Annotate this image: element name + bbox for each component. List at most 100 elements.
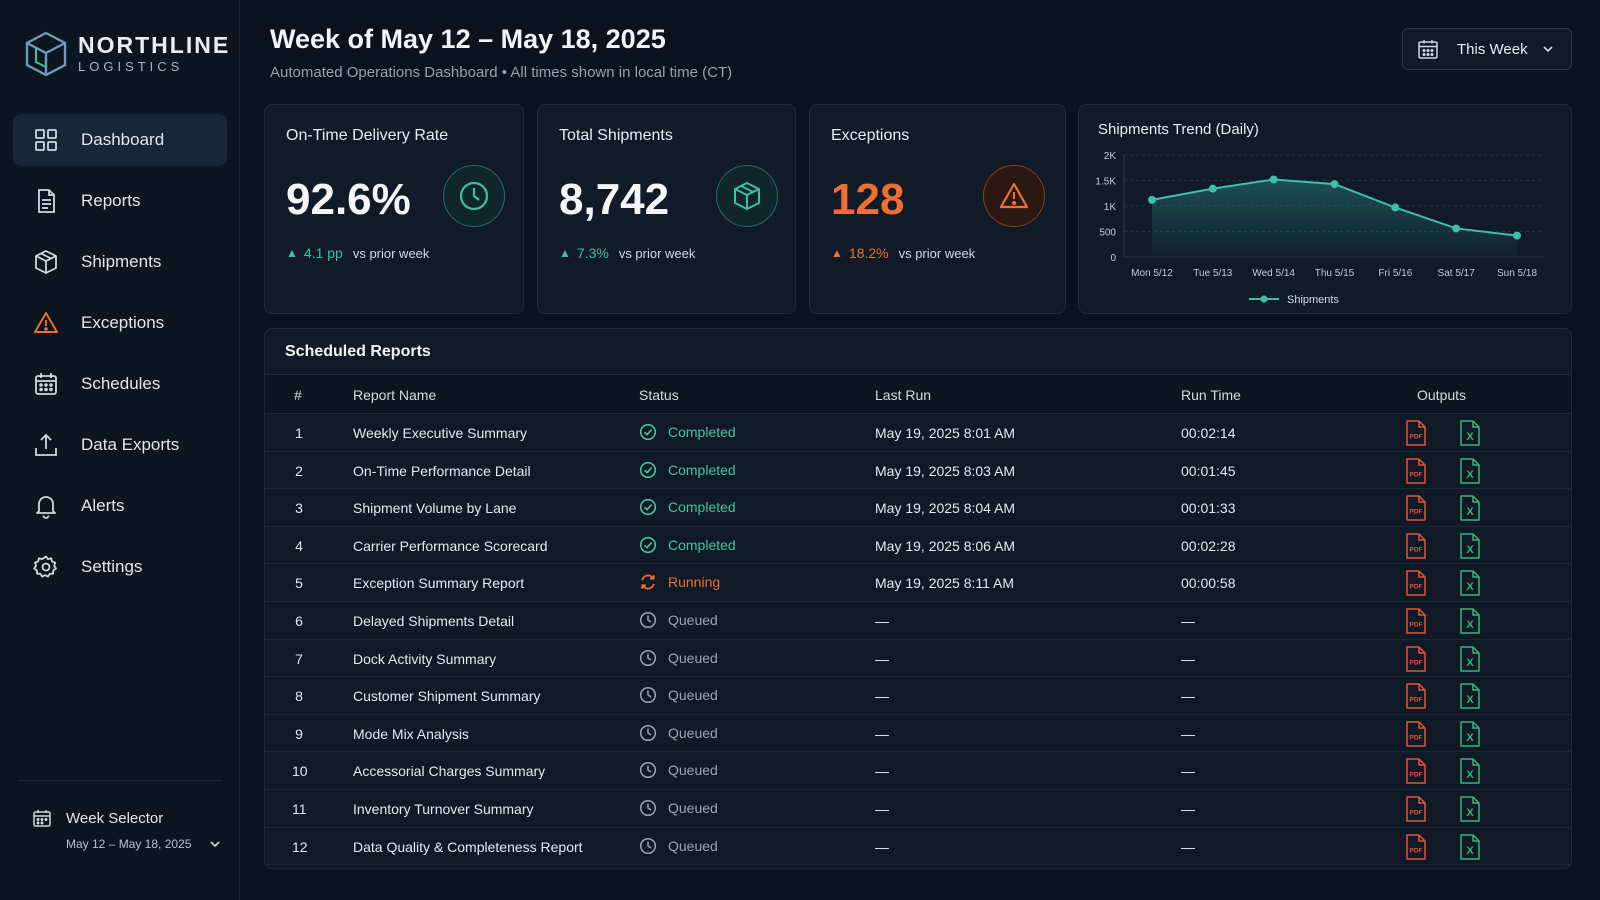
pdf-file-icon[interactable]: PDF	[1405, 420, 1427, 446]
outputs: PDF X	[1405, 645, 1481, 672]
pdf-file-icon[interactable]: PDF	[1405, 796, 1427, 822]
table-row[interactable]: 5 Exception Summary Report Running May 19, …	[265, 564, 1571, 602]
status-badge: Queued	[639, 686, 718, 704]
excel-file-icon[interactable]: X	[1459, 570, 1481, 597]
chevron-down-icon[interactable]	[209, 838, 221, 850]
sidebar-item-alerts[interactable]: Alerts	[13, 480, 227, 532]
report-name[interactable]: Carrier Performance Scorecard	[353, 537, 548, 554]
outputs: PDF X	[1405, 721, 1481, 747]
excel-file-icon[interactable]: X	[1459, 457, 1481, 484]
svg-text:PDF: PDF	[1410, 584, 1423, 591]
excel-file-icon[interactable]: X	[1459, 533, 1481, 559]
excel-file-icon[interactable]: X	[1459, 608, 1481, 634]
brand-logo[interactable]: NORTHLINE LOGISTICS	[24, 30, 230, 78]
status-badge: Completed	[639, 461, 736, 479]
kpi-icon	[716, 165, 778, 227]
excel-file-icon[interactable]: X	[1459, 758, 1481, 785]
excel-file-icon[interactable]: X	[1459, 420, 1481, 446]
table-row[interactable]: 3 Shipment Volume by Lane Completed May 19,…	[265, 489, 1571, 527]
run-time: 00:00:58	[1181, 575, 1236, 592]
table-row[interactable]: 10 Accessorial Charges Summary Queued — — PDF…	[265, 752, 1571, 790]
sidebar-item-exceptions[interactable]: Exceptions	[13, 297, 227, 349]
kpi-title: Total Shipments	[559, 127, 673, 144]
table-row[interactable]: 4 Carrier Performance Scorecard Completed M…	[265, 527, 1571, 565]
sidebar-nav: Dashboard Reports Shipments Exceptions	[13, 114, 227, 602]
table-row[interactable]: 8 Customer Shipment Summary Queued — — PDF X	[265, 677, 1571, 715]
trend-up-icon: ▲	[831, 246, 843, 260]
column-header-status[interactable]: Status	[639, 387, 679, 403]
sidebar-item-shipments[interactable]: Shipments	[13, 236, 227, 288]
outputs: PDF X	[1405, 533, 1481, 559]
run-time: —	[1181, 688, 1195, 705]
kpi-delta-value: 4.1 pp	[303, 245, 343, 261]
sidebar-item-label: Data Exports	[81, 435, 180, 454]
pdf-file-icon[interactable]: PDF	[1405, 758, 1427, 785]
svg-text:X: X	[1466, 657, 1474, 669]
data-point	[1330, 180, 1339, 189]
report-name[interactable]: Exception Summary Report	[353, 575, 525, 592]
pdf-file-icon[interactable]: PDF	[1405, 495, 1427, 521]
column-header-num[interactable]: #	[294, 387, 302, 403]
kpi-delta-value: 7.3%	[576, 245, 609, 261]
report-name[interactable]: On-Time Performance Detail	[353, 462, 531, 479]
report-name[interactable]: Mode Mix Analysis	[353, 725, 469, 742]
report-name[interactable]: Customer Shipment Summary	[353, 688, 541, 705]
excel-file-icon[interactable]: X	[1459, 645, 1481, 672]
pdf-file-icon[interactable]: PDF	[1405, 683, 1427, 709]
kpi-card-total-shipments: Total Shipments 8,742 ▲ 7.3% vs prior we…	[537, 104, 796, 314]
this-week-label: This Week	[1457, 40, 1528, 58]
table-row[interactable]: 12 Data Quality & Completeness Report Queu…	[265, 828, 1571, 866]
this-week-dropdown[interactable]: This Week	[1402, 28, 1572, 70]
gear-icon	[33, 555, 57, 578]
table-row[interactable]: 11 Inventory Turnover Summary Queued — — PDF X	[265, 790, 1571, 828]
report-name[interactable]: Inventory Turnover Summary	[353, 800, 534, 817]
sidebar-item-reports[interactable]: Reports	[13, 175, 227, 227]
pdf-file-icon[interactable]: PDF	[1405, 608, 1427, 634]
last-run: —	[875, 838, 889, 855]
excel-file-icon[interactable]: X	[1459, 721, 1481, 747]
pdf-file-icon[interactable]: PDF	[1405, 533, 1427, 559]
excel-file-icon[interactable]: X	[1459, 796, 1481, 822]
sidebar-item-data-exports[interactable]: Data Exports	[13, 419, 227, 471]
column-header-run-time[interactable]: Run Time	[1181, 387, 1241, 403]
pdf-file-icon[interactable]: PDF	[1405, 457, 1427, 484]
report-name[interactable]: Dock Activity Summary	[353, 650, 497, 667]
report-name[interactable]: Delayed Shipments Detail	[353, 612, 515, 629]
sidebar-item-schedules[interactable]: Schedules	[13, 358, 227, 410]
status-badge: Queued	[639, 799, 718, 817]
table-row[interactable]: 1 Weekly Executive Summary Completed May 19…	[265, 414, 1571, 452]
report-name[interactable]: Data Quality & Completeness Report	[353, 838, 583, 855]
status-label: Completed	[668, 536, 736, 553]
pdf-file-icon[interactable]: PDF	[1405, 721, 1427, 747]
column-header-report-name[interactable]: Report Name	[353, 387, 437, 403]
run-time: 00:02:28	[1181, 537, 1236, 554]
excel-file-icon[interactable]: X	[1459, 683, 1481, 709]
sidebar-item-label: Schedules	[81, 374, 161, 393]
status-label: Queued	[668, 724, 718, 741]
table-row[interactable]: 2 On-Time Performance Detail Completed May …	[265, 452, 1571, 490]
pdf-file-icon[interactable]: PDF	[1405, 570, 1427, 597]
status-badge: Completed	[639, 423, 736, 441]
outputs: PDF X	[1405, 570, 1481, 597]
report-name[interactable]: Shipment Volume by Lane	[353, 500, 517, 517]
logo-cube-icon	[25, 31, 67, 77]
last-run: —	[875, 725, 889, 742]
pdf-file-icon[interactable]: PDF	[1405, 833, 1427, 860]
x-tick-label: Mon 5/12	[1131, 268, 1173, 279]
pdf-file-icon[interactable]: PDF	[1405, 645, 1427, 672]
last-run: May 19, 2025 8:04 AM	[875, 500, 1016, 517]
sidebar-item-dashboard[interactable]: Dashboard	[13, 114, 227, 166]
page-subtitle: Automated Operations Dashboard • All tim…	[270, 64, 733, 81]
table-row[interactable]: 7 Dock Activity Summary Queued — — PDF X	[265, 640, 1571, 678]
table-row[interactable]: 9 Mode Mix Analysis Queued — — PDF X	[265, 715, 1571, 753]
box-icon	[35, 249, 57, 275]
last-run: May 19, 2025 8:06 AM	[875, 537, 1016, 554]
report-name[interactable]: Accessorial Charges Summary	[353, 763, 546, 780]
excel-file-icon[interactable]: X	[1459, 495, 1481, 521]
table-row[interactable]: 6 Delayed Shipments Detail Queued — — PDF X	[265, 602, 1571, 640]
week-selector[interactable]: Week Selector May 12 – May 18, 2025	[32, 808, 228, 851]
excel-file-icon[interactable]: X	[1459, 833, 1481, 860]
sidebar-item-settings[interactable]: Settings	[13, 541, 227, 593]
report-name[interactable]: Weekly Executive Summary	[353, 425, 528, 441]
column-header-last-run[interactable]: Last Run	[875, 387, 932, 403]
